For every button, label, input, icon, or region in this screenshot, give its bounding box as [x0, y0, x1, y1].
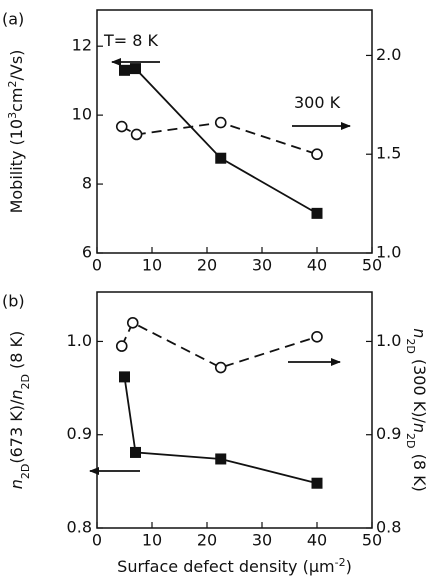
y-tick-label: 1.0 — [67, 331, 92, 350]
x-tick-label: 40 — [307, 256, 327, 275]
x-axis-label-part: -2 — [335, 556, 346, 569]
y-tick-label: 0.9 — [67, 424, 92, 443]
y-axis-label: n2D(673 K)/n2D (8 K) — [7, 331, 32, 490]
y-axis-label-part: (673 K)/ — [7, 399, 26, 464]
y-tick-label: 10 — [72, 105, 92, 124]
marker-circle — [214, 116, 227, 129]
y-tick-label: 6 — [82, 243, 92, 262]
marker-square — [130, 63, 141, 75]
y2-axis-label-part: n — [410, 328, 429, 338]
y2-tick-label: 0.9 — [376, 424, 401, 443]
y2-axis-label-part: 2D — [405, 433, 418, 448]
marker-square — [119, 64, 130, 76]
x-tick-label: 30 — [252, 256, 272, 275]
y-axis-label-part: n — [7, 390, 26, 400]
series-line — [121, 121, 318, 156]
x-tick-label: 10 — [142, 531, 162, 550]
y2-axis-label-part: n — [410, 423, 429, 433]
y-tick-label: 8 — [82, 174, 92, 193]
y2-axis-label-part: (300 K)/ — [410, 354, 429, 424]
marker-square — [311, 207, 323, 219]
y-axis-label-part: 2 — [6, 81, 19, 88]
x-tick-label: 30 — [252, 531, 272, 550]
series-line — [123, 376, 318, 485]
y-axis-label-part: 3 — [6, 112, 19, 119]
plot-frame — [96, 9, 373, 254]
y-axis-label-part: Mobility (10 — [7, 119, 26, 214]
y2-tick-label: 1.0 — [376, 243, 401, 262]
y-axis-label-part: /Vs) — [7, 50, 26, 81]
x-axis-label-part: Surface defect density (μm — [117, 557, 334, 576]
x-tick-label: 0 — [92, 531, 102, 550]
marker-square — [215, 453, 227, 465]
x-tick-label: 20 — [197, 256, 217, 275]
marker-square — [130, 446, 141, 458]
x-tick-label: 20 — [197, 531, 217, 550]
y-tick-label: 12 — [72, 36, 92, 55]
plot-frame — [96, 291, 373, 529]
x-tick-label: 10 — [142, 256, 162, 275]
x-axis-label: Surface defect density (μm-2) — [117, 556, 352, 577]
y-axis-label: Mobility (103cm2/Vs) — [6, 50, 27, 214]
marker-circle — [214, 361, 227, 374]
x-tick-label: 0 — [92, 256, 102, 275]
y-axis-label-part: 2D — [19, 374, 32, 389]
y2-tick-label: 0.8 — [376, 518, 401, 537]
marker-square — [311, 477, 323, 489]
annotation: T= 8 K — [103, 31, 159, 50]
x-tick-label: 40 — [307, 531, 327, 550]
y-axis-label-part: n — [7, 479, 26, 489]
series-line — [124, 67, 318, 215]
y-axis-label-part: 2D — [19, 464, 32, 479]
y2-axis-label: n2D (300 K)/n2D (8 K) — [405, 328, 430, 492]
annotation: 300 K — [294, 93, 341, 112]
y2-tick-label: 1.5 — [376, 144, 401, 163]
marker-circle — [115, 120, 128, 133]
y2-axis-label-part: (8 K) — [410, 448, 429, 491]
marker-circle — [130, 128, 143, 141]
y2-tick-label: 2.0 — [376, 45, 401, 64]
marker-circle — [311, 148, 323, 161]
marker-square — [119, 371, 130, 383]
panel-label: (b) — [2, 292, 25, 311]
x-tick-label: 50 — [362, 256, 382, 275]
marker-circle — [126, 316, 139, 329]
marker-circle — [311, 330, 323, 343]
y2-tick-label: 1.0 — [376, 331, 401, 350]
y-axis-label-part: (8 K) — [7, 331, 26, 374]
y-tick-label: 0.8 — [67, 518, 92, 537]
y2-axis-label-part: 2D — [405, 338, 418, 353]
series-line — [120, 321, 318, 369]
x-axis-label-part: ) — [346, 557, 352, 576]
marker-square — [215, 152, 227, 164]
panel-label: (a) — [2, 10, 24, 29]
x-tick-label: 50 — [362, 531, 382, 550]
marker-circle — [115, 340, 128, 352]
y-axis-label-part: cm — [7, 88, 26, 112]
